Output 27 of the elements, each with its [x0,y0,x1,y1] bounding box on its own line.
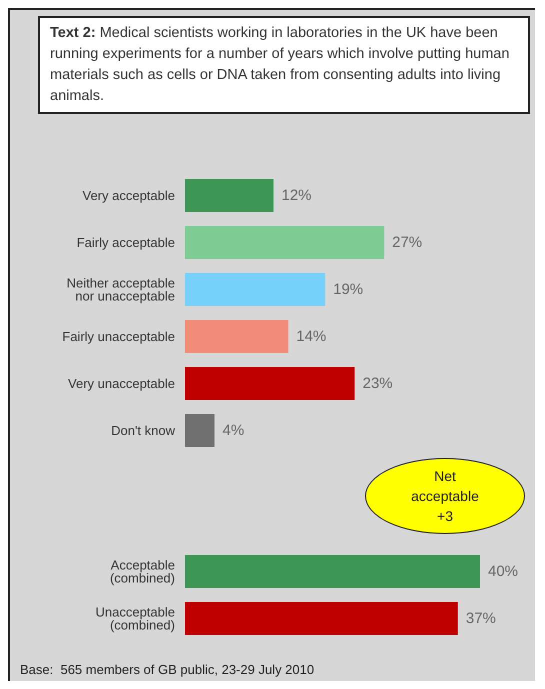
bar [185,555,480,588]
data-label: 37% [466,610,496,627]
y-tick-label: Acceptable (combined) [110,558,175,586]
bar [185,602,458,635]
bar [185,414,214,447]
bar [185,367,355,400]
text: Base: 565 members of GB public, 23-29 July 2010 [20,662,314,677]
y-tick-label: Very acceptable [82,188,175,203]
y-tick-label: Very unacceptable [68,376,175,391]
data-label: 27% [392,234,422,251]
chart-title: Text 2: Medical scientists working in laboratories in the UK have been running experiments for a number of years which involve putting human materials such as cells or DNA taken from consenting adults into living animals. [38,16,530,114]
bar [185,320,288,353]
y-tick-label: Fairly unacceptable [62,329,175,344]
y-tick-label: Neither acceptable nor unacceptable [66,276,175,304]
bar [185,226,384,259]
data-label: 19% [333,281,364,298]
data-label: 14% [296,328,326,345]
ellipse-callout: Net acceptable +3 [365,458,525,534]
bar [185,179,274,212]
y-tick-label: Unacceptable (combined) [96,604,175,632]
data-label: 4% [222,422,244,439]
bar [185,273,326,306]
data-label: 12% [282,187,312,204]
y-tick-label: Don't know [111,423,176,438]
data-label: 40% [488,563,518,580]
y-tick-label: Fairly acceptable [76,235,175,250]
data-label: 23% [362,375,393,392]
